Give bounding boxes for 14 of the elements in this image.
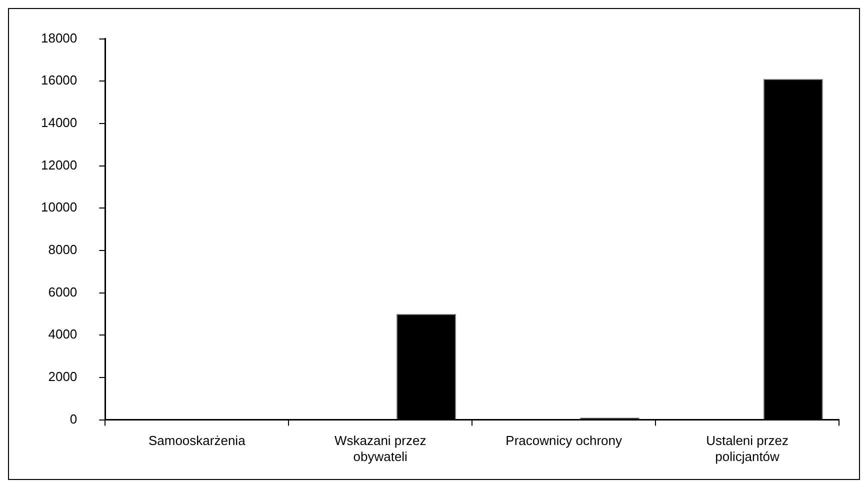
y-tick-label: 2000 [48, 369, 78, 384]
y-tick-label: 16000 [40, 72, 78, 88]
y-tick-label: 6000 [48, 284, 78, 300]
x-tick-label: Ustaleni przez policjantów [706, 433, 788, 464]
y-tick-label: 10000 [40, 200, 78, 215]
y-tick-label: 18000 [40, 30, 78, 46]
y-tick-label: 14000 [40, 115, 78, 130]
x-tick-label: Samooskarżenia [148, 433, 246, 448]
x-tick-label: Pracownicy ochrony [506, 433, 622, 448]
x-tick-label: Wskazani przez obywateli [334, 433, 426, 464]
y-tick-label: 12000 [40, 157, 78, 172]
y-tick-label: 8000 [48, 242, 78, 258]
y-tick-label: 4000 [48, 326, 78, 342]
y-tick-label: 0 [70, 411, 78, 426]
